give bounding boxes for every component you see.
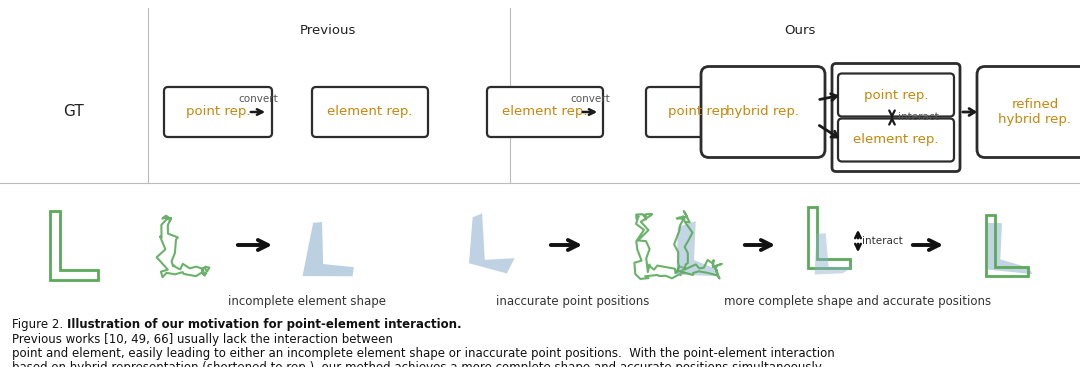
Polygon shape <box>676 221 718 276</box>
Text: interact: interact <box>862 236 903 246</box>
Text: Figure 2.: Figure 2. <box>12 318 70 331</box>
Text: point rep.: point rep. <box>864 88 928 102</box>
Polygon shape <box>302 222 354 276</box>
Text: Ours: Ours <box>784 23 815 36</box>
Text: element rep.: element rep. <box>327 105 413 119</box>
Text: element rep.: element rep. <box>853 134 939 146</box>
FancyBboxPatch shape <box>312 87 428 137</box>
Polygon shape <box>469 213 514 273</box>
Text: hybrid rep.: hybrid rep. <box>727 105 799 119</box>
Text: convert: convert <box>238 94 278 104</box>
Text: more complete shape and accurate positions: more complete shape and accurate positio… <box>725 295 991 309</box>
Text: Previous works [10, 49, 66] usually lack the interaction between: Previous works [10, 49, 66] usually lack… <box>12 333 393 345</box>
FancyBboxPatch shape <box>838 73 954 116</box>
Text: point rep.: point rep. <box>186 105 251 119</box>
FancyBboxPatch shape <box>487 87 603 137</box>
Text: element rep.: element rep. <box>502 105 588 119</box>
Text: convert: convert <box>570 94 610 104</box>
Text: GT: GT <box>64 105 84 120</box>
FancyBboxPatch shape <box>701 66 825 157</box>
Text: point and element, easily leading to either an incomplete element shape or inacc: point and element, easily leading to eit… <box>12 347 835 360</box>
Text: interact: interact <box>897 113 939 123</box>
FancyBboxPatch shape <box>646 87 754 137</box>
Text: point rep.: point rep. <box>667 105 732 119</box>
Text: Previous: Previous <box>300 23 356 36</box>
FancyBboxPatch shape <box>164 87 272 137</box>
Text: based on hybrid representation (shortened to rep.), our method achieves a more c: based on hybrid representation (shortene… <box>12 361 824 367</box>
FancyBboxPatch shape <box>977 66 1080 157</box>
Polygon shape <box>987 223 1032 274</box>
Text: inaccurate point positions: inaccurate point positions <box>497 295 650 309</box>
FancyBboxPatch shape <box>838 119 954 161</box>
Polygon shape <box>814 233 852 275</box>
Text: incomplete element shape: incomplete element shape <box>228 295 386 309</box>
Text: refined
hybrid rep.: refined hybrid rep. <box>999 98 1071 126</box>
Text: Illustration of our motivation for point-element interaction.: Illustration of our motivation for point… <box>67 318 461 331</box>
